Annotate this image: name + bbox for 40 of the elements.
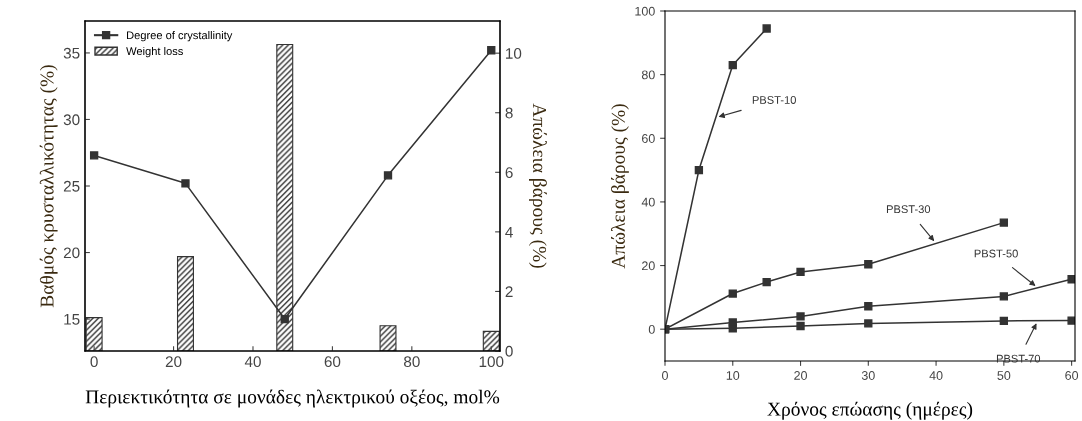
y-tick-label: 15 <box>64 314 80 325</box>
y-axis-title: Βαθμός κρυσταλλικότητας (%) <box>39 65 58 308</box>
x-tick-label: 30 <box>861 371 875 380</box>
y-tick-label: 40 <box>641 197 655 207</box>
x-tick-label: 50 <box>997 371 1011 380</box>
y-tick-label: 60 <box>642 134 655 143</box>
y2-tick-label: 2 <box>505 286 513 297</box>
text: PBST-50 <box>974 249 1018 258</box>
x-tick-label: 0 <box>662 371 668 380</box>
x-axis-title: Περιεκτικότητα σε μονάδες ηλεκτρικού οξέος, mol% <box>85 389 500 408</box>
y-tick-label: 30 <box>63 114 80 126</box>
x-tick-label: 100 <box>479 356 504 368</box>
text: PBST-30 <box>886 205 931 214</box>
x-tick-label: 20 <box>794 371 807 380</box>
x-axis-title: Χρόνος επώασης (ημέρες) <box>767 401 973 420</box>
x-tick-label: 80 <box>404 356 420 368</box>
y2-tick-label: 10 <box>506 48 522 59</box>
y-tick-label: 25 <box>63 180 80 192</box>
y2-axis-title: Απώλεια βάρους (%) <box>529 103 547 268</box>
x-tick-label: 40 <box>244 356 261 368</box>
x-tick-label: 40 <box>929 371 943 380</box>
y-tick-label: 100 <box>635 6 655 16</box>
y-tick-label: 80 <box>641 70 655 80</box>
y2-tick-label: 4 <box>505 226 513 238</box>
x-tick-label: 60 <box>1065 371 1079 380</box>
text: PBST-10 <box>752 96 796 104</box>
y-tick-label: 0 <box>648 324 655 334</box>
legend-label: Weight loss <box>126 46 183 58</box>
x-tick-label: 20 <box>165 356 182 368</box>
x-tick-label: 0 <box>90 356 98 368</box>
y-axis-title: Απώλεια βάρους (%) <box>611 104 629 269</box>
y2-tick-label: 8 <box>505 107 513 119</box>
y2-tick-label: 0 <box>505 345 513 357</box>
x-tick-label: 10 <box>726 371 740 380</box>
y2-tick-label: 6 <box>505 167 513 178</box>
legend-label: Degree of crystallinity <box>127 31 233 42</box>
y-tick-label: 20 <box>63 247 80 259</box>
y-tick-label: 35 <box>63 47 80 59</box>
x-tick-label: 60 <box>324 356 341 368</box>
y-tick-label: 20 <box>642 261 655 271</box>
